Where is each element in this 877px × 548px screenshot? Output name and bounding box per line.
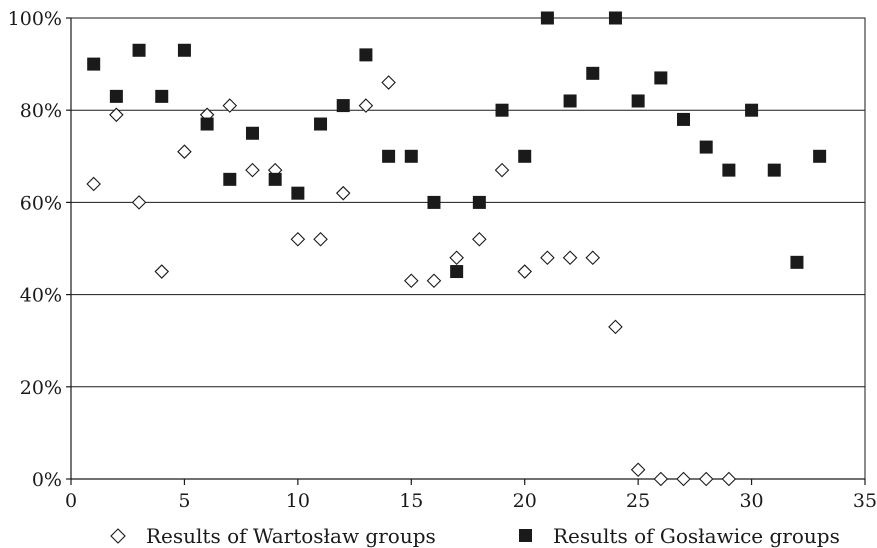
point-wartoslaw <box>653 471 669 487</box>
legend-item-wartoslaw: Results of Wartosław groups <box>110 524 436 548</box>
point-goslawice <box>314 117 328 131</box>
point-wartoslaw <box>358 98 374 113</box>
point-wartoslaw <box>131 195 147 210</box>
point-goslawice <box>404 149 418 163</box>
point-wartoslaw <box>426 273 442 289</box>
point-goslawice <box>359 48 373 62</box>
point-goslawice <box>427 195 441 209</box>
point-wartoslaw <box>404 273 419 289</box>
legend-square-icon <box>519 529 532 542</box>
point-goslawice <box>518 149 532 163</box>
point-wartoslaw <box>449 250 464 265</box>
point-wartoslaw <box>472 232 487 247</box>
series-wartoslaw <box>86 75 737 487</box>
axes <box>66 17 866 485</box>
y-tick-label: 40% <box>20 285 62 307</box>
point-wartoslaw <box>562 250 578 265</box>
point-goslawice <box>495 103 509 117</box>
legend-item-goslawice: Results of Gosławice groups <box>519 524 840 548</box>
y-tick-label: 100% <box>8 8 62 30</box>
point-wartoslaw <box>245 162 260 178</box>
legend: Results of Wartosław groups Results of G… <box>110 524 840 548</box>
point-goslawice <box>223 172 237 186</box>
point-wartoslaw <box>721 471 737 487</box>
point-goslawice <box>245 126 259 140</box>
point-goslawice <box>631 94 645 108</box>
legend-label-goslawice: Results of Gosławice groups <box>553 524 840 548</box>
point-goslawice <box>563 94 577 108</box>
y-tick-label: 80% <box>20 100 62 122</box>
point-wartoslaw <box>676 471 691 487</box>
point-wartoslaw <box>222 98 238 113</box>
point-goslawice <box>790 255 804 269</box>
point-goslawice <box>87 57 101 71</box>
x-tick-label: 20 <box>513 490 537 512</box>
point-wartoslaw <box>381 75 396 90</box>
point-wartoslaw <box>86 176 101 192</box>
point-goslawice <box>336 99 350 113</box>
y-tick-label: 0% <box>32 469 62 491</box>
legend-label-wartoslaw: Results of Wartosław groups <box>146 524 436 548</box>
point-goslawice <box>767 163 781 177</box>
point-goslawice <box>699 140 713 154</box>
x-tick-label: 0 <box>65 490 77 512</box>
x-tick-label: 25 <box>626 490 650 512</box>
y-tick-label: 20% <box>20 377 62 399</box>
point-wartoslaw <box>177 144 192 159</box>
point-wartoslaw <box>290 232 306 247</box>
point-goslawice <box>608 11 622 25</box>
gridlines <box>71 17 865 480</box>
point-goslawice <box>722 163 736 177</box>
point-wartoslaw <box>585 250 601 265</box>
point-wartoslaw <box>154 264 170 279</box>
y-tick-label: 60% <box>20 192 62 214</box>
point-goslawice <box>472 195 486 209</box>
point-goslawice <box>177 43 191 57</box>
point-goslawice <box>382 149 396 163</box>
point-wartoslaw <box>335 185 351 201</box>
point-goslawice <box>540 11 554 25</box>
point-goslawice <box>654 71 668 85</box>
series-goslawice <box>87 11 827 279</box>
x-tick-label: 35 <box>853 490 877 512</box>
x-tick-label: 10 <box>286 490 310 512</box>
point-goslawice <box>155 89 169 103</box>
point-wartoslaw <box>494 162 510 178</box>
x-tick-label: 15 <box>399 490 423 512</box>
legend-diamond-icon <box>110 528 126 544</box>
tick-labels: 0 5 10 15 20 25 30 35 0% 20% 40% 60% 80% 100% <box>8 8 877 512</box>
point-goslawice <box>200 117 214 131</box>
point-goslawice <box>450 265 464 279</box>
point-wartoslaw <box>540 250 555 265</box>
point-wartoslaw <box>517 264 532 279</box>
point-wartoslaw <box>608 319 623 335</box>
point-goslawice <box>745 103 759 117</box>
point-goslawice <box>132 43 146 57</box>
point-wartoslaw <box>630 462 646 478</box>
point-goslawice <box>677 112 691 126</box>
plot-frame <box>70 17 866 480</box>
point-wartoslaw <box>313 232 328 247</box>
x-tick-label: 30 <box>739 490 763 512</box>
point-goslawice <box>813 149 827 163</box>
point-goslawice <box>291 186 305 200</box>
point-goslawice <box>109 89 123 103</box>
point-wartoslaw <box>698 471 714 487</box>
point-wartoslaw <box>109 107 124 123</box>
point-goslawice <box>268 172 282 186</box>
x-tick-label: 5 <box>178 490 190 512</box>
point-goslawice <box>586 66 600 80</box>
data-points <box>86 11 827 487</box>
